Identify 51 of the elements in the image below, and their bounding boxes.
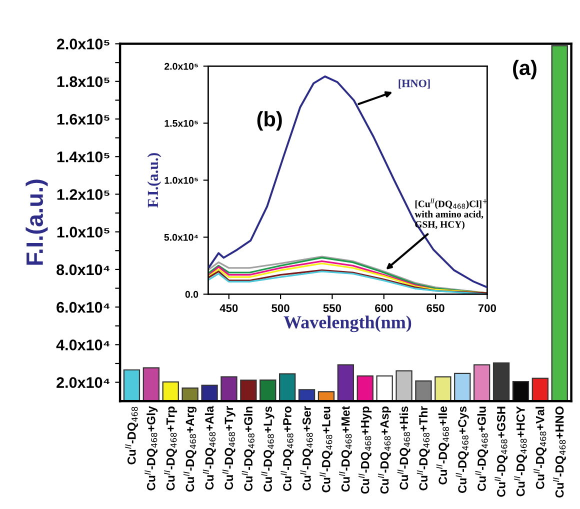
x-tick-label: 500 xyxy=(272,304,290,312)
x-tick-label: Cu$^{II}$-DQ$_{468}$+HNO xyxy=(553,406,566,498)
y-tick-label: 1.8x10⁵ xyxy=(57,76,110,88)
x-tick-label: 450 xyxy=(220,304,238,312)
y-tick-label: 2.0x10⁴ xyxy=(56,377,110,388)
x-tick-label: Cu$^{II}$-DQ$_{468}$+Asp xyxy=(378,406,392,494)
x-tick-label: Cu$^{II}$-DQ$_{468}$+Arg xyxy=(183,406,197,492)
y-tick-label: 4.0x10⁴ xyxy=(56,340,110,350)
x-tick-label: Cu$^{II}$-DQ$_{468}$+Ala xyxy=(202,406,216,490)
x-tick-label: Cu$^{II}$-DQ$_{468}$+Gly xyxy=(144,406,158,490)
y-axis-title: F.I.(a.u.) xyxy=(147,153,162,208)
x-tick-label: 550 xyxy=(323,304,342,312)
x-tick-label: Cu$^{II}$-DQ$_{468}$+HCY xyxy=(514,406,528,496)
y-tick-label: 1.5x10⁵ xyxy=(164,120,198,127)
x-tick-label: Cu$^{II}$-DQ$_{468}$+Trp xyxy=(164,406,178,490)
y-tick-label: 5.0x10⁴ xyxy=(164,234,198,241)
y-tick-label: 1.4x10⁵ xyxy=(57,151,110,162)
x-tick-label: Cu$^{II}$-DQ$_{468}$+Ile xyxy=(436,406,450,484)
y-tick-label: 0.0 xyxy=(185,290,198,298)
x-tick-label: Cu$^{II}$-DQ$_{468}$+Met xyxy=(339,406,352,492)
x-tick-label: Cu$^{II}$-DQ$_{468}$+Glu xyxy=(475,406,488,491)
y-tick-label: 2.0x10⁵ xyxy=(164,62,198,70)
x-tick-label: Cu$^{II}$-DQ$_{468}$+Lys xyxy=(261,406,274,492)
y-tick-label: 1.0x10⁵ xyxy=(164,176,198,184)
x-tick-label: Cu$^{II}$-DQ$_{468}$ xyxy=(125,406,138,464)
x-tick-label: Cu$^{II}$-DQ$_{468}$+GSH xyxy=(494,406,508,497)
y-tick-label: 1.2x10⁵ xyxy=(57,189,110,200)
x-tick-label: Cu$^{II}$-DQ$_{468}$+Val xyxy=(534,406,546,490)
x-tick-label: Cu$^{II}$-DQ$_{468}$+Hyp xyxy=(358,406,372,494)
y-tick-label: 8.0x10⁴ xyxy=(56,264,110,276)
x-tick-label: Cu$^{II}$-DQ$_{468}$+His xyxy=(397,406,410,490)
y-tick-label: 1.6x10⁵ xyxy=(57,114,110,125)
y-axis-title: F.I.(a.u.) xyxy=(26,180,48,265)
annotation: [HNO] xyxy=(398,79,430,89)
x-tick-label: Cu$^{II}$-DQ$_{468}$+Gln xyxy=(242,406,255,491)
x-tick-label: 700 xyxy=(478,304,496,312)
x-tick-label: 650 xyxy=(426,304,444,312)
y-tick-label: 6.0x10⁴ xyxy=(56,302,110,313)
y-tick-label: 1.0x10⁵ xyxy=(57,226,110,238)
x-axis-title: Wavelength(nm) xyxy=(284,316,412,332)
annotation: (b) xyxy=(257,111,282,131)
x-tick-label: Cu$^{II}$-DQ$_{468}$+Cys xyxy=(456,406,469,493)
annotation: (a) xyxy=(513,60,536,80)
x-tick-label: Cu$^{II}$-DQ$_{468}$+Leu xyxy=(320,406,333,492)
x-tick-label: 600 xyxy=(375,304,393,312)
y-tick-label: 2.0x10⁵ xyxy=(56,38,110,50)
x-tick-label: Cu$^{II}$-DQ$_{468}$+Ser xyxy=(300,406,314,490)
x-tick-label: Cu$^{II}$-DQ$_{468}$+Tyr xyxy=(222,406,236,490)
line-series xyxy=(208,75,488,288)
x-tick-label: Cu$^{II}$-DQ$_{468}$+Thr xyxy=(416,406,430,490)
x-tick-label: Cu$^{II}$-DQ$_{468}$+Pro xyxy=(280,406,294,491)
